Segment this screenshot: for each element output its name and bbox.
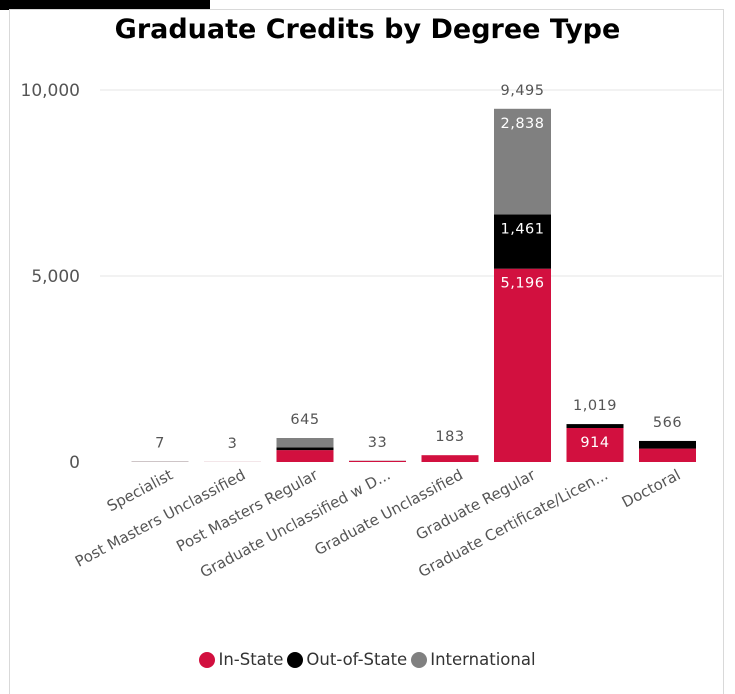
y-tick-label: 10,000 [21, 81, 80, 101]
total-label: 33 [368, 435, 387, 451]
total-label: 3 [228, 436, 238, 452]
legend-label: In-State [218, 650, 283, 669]
legend-label: Out-of-State [306, 650, 407, 669]
bar-segment [277, 447, 334, 450]
total-label: 645 [290, 412, 319, 428]
x-tick-label: Doctoral [619, 466, 684, 512]
bar-segment [277, 450, 334, 462]
total-label: 183 [435, 429, 464, 445]
bar-segment [567, 424, 624, 428]
bar-segment [639, 449, 696, 462]
data-label: 914 [580, 435, 609, 451]
y-tick-label: 5,000 [31, 267, 80, 287]
total-label: 566 [653, 415, 682, 431]
legend-swatch [287, 652, 303, 668]
bar-segment [494, 269, 551, 462]
total-label: 9,495 [500, 83, 544, 99]
legend-item[interactable]: Out-of-State [287, 650, 407, 669]
data-label: 2,838 [500, 116, 544, 132]
legend-item[interactable]: In-State [199, 650, 283, 669]
data-label: 1,461 [500, 221, 544, 237]
legend-item[interactable]: International [411, 650, 535, 669]
legend-swatch [199, 652, 215, 668]
total-label: 7 [155, 436, 165, 452]
bar-segment [639, 441, 696, 449]
bar-segment [422, 455, 479, 462]
total-label: 1,019 [573, 398, 617, 414]
bar-segment [349, 461, 406, 462]
chart-legend: In-State Out-of-State International [0, 650, 735, 669]
bar-segment [277, 438, 334, 447]
legend-label: International [430, 650, 535, 669]
data-label: 5,196 [500, 276, 544, 292]
y-tick-label: 0 [69, 453, 80, 473]
legend-swatch [411, 652, 427, 668]
